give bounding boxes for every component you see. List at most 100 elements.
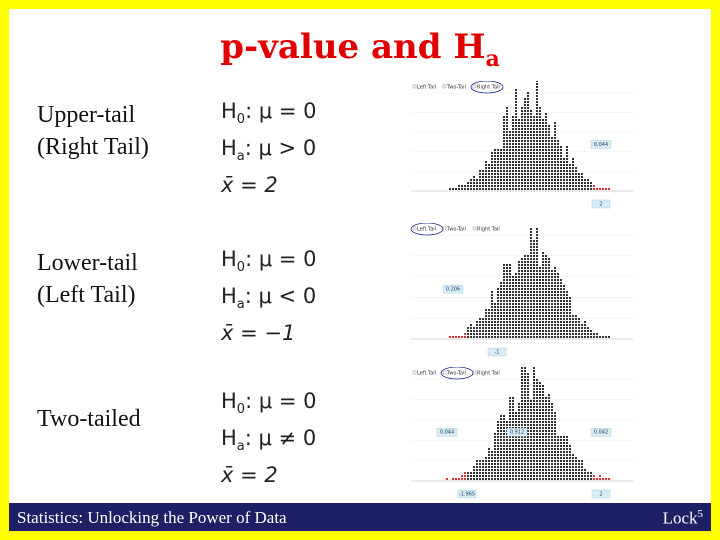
dot bbox=[560, 155, 562, 157]
dot bbox=[551, 146, 553, 148]
dot bbox=[551, 406, 553, 408]
dot bbox=[467, 327, 469, 329]
dot bbox=[521, 122, 523, 124]
dot bbox=[536, 152, 538, 154]
dot bbox=[578, 336, 580, 338]
dot bbox=[542, 140, 544, 142]
dot bbox=[533, 267, 535, 269]
dot bbox=[554, 152, 556, 154]
dot bbox=[536, 454, 538, 456]
dot bbox=[485, 457, 487, 459]
dot bbox=[533, 388, 535, 390]
dot bbox=[500, 179, 502, 181]
dot bbox=[527, 182, 529, 184]
h0-sub: 0 bbox=[236, 260, 246, 276]
dot bbox=[539, 472, 541, 474]
dot bbox=[527, 379, 529, 381]
dot bbox=[566, 324, 568, 326]
dot bbox=[572, 333, 574, 335]
dot bbox=[488, 472, 490, 474]
dot bbox=[500, 460, 502, 462]
dot bbox=[506, 125, 508, 127]
dot bbox=[587, 472, 589, 474]
dot bbox=[536, 185, 538, 187]
dot bbox=[458, 185, 460, 187]
dot bbox=[515, 176, 517, 178]
dot bbox=[560, 324, 562, 326]
tab-label: Right Tail bbox=[477, 371, 500, 377]
dot bbox=[593, 333, 595, 335]
dot bbox=[530, 321, 532, 323]
dot bbox=[572, 327, 574, 329]
dot bbox=[497, 318, 499, 320]
dot bbox=[497, 309, 499, 311]
dot bbox=[491, 176, 493, 178]
tab-circle bbox=[440, 367, 474, 380]
dot bbox=[512, 406, 514, 408]
dot bbox=[509, 282, 511, 284]
dot bbox=[545, 469, 547, 471]
dot bbox=[539, 321, 541, 323]
dot bbox=[536, 125, 538, 127]
dot bbox=[536, 170, 538, 172]
dot bbox=[524, 460, 526, 462]
dot bbox=[566, 454, 568, 456]
dot bbox=[527, 330, 529, 332]
dot bbox=[575, 179, 577, 181]
dot bbox=[569, 297, 571, 299]
dot bbox=[530, 318, 532, 320]
dot bbox=[569, 321, 571, 323]
dot bbox=[530, 116, 532, 118]
dot bbox=[569, 312, 571, 314]
dot bbox=[545, 167, 547, 169]
dot bbox=[545, 324, 547, 326]
dot bbox=[521, 131, 523, 133]
dot bbox=[512, 466, 514, 468]
dot bbox=[497, 306, 499, 308]
dot bbox=[536, 276, 538, 278]
dot bbox=[542, 312, 544, 314]
dot bbox=[509, 436, 511, 438]
dot bbox=[503, 161, 505, 163]
dot bbox=[584, 336, 586, 338]
dot bbox=[512, 161, 514, 163]
dot bbox=[512, 291, 514, 293]
dot bbox=[527, 291, 529, 293]
dot bbox=[557, 306, 559, 308]
dot bbox=[548, 182, 550, 184]
dot bbox=[536, 445, 538, 447]
dot bbox=[533, 258, 535, 260]
dot bbox=[524, 445, 526, 447]
dot bbox=[551, 185, 553, 187]
dot bbox=[512, 475, 514, 477]
dot bbox=[518, 188, 520, 190]
dot bbox=[557, 445, 559, 447]
dot bbox=[599, 336, 601, 338]
dot bbox=[518, 282, 520, 284]
h0-symbol: H bbox=[221, 247, 237, 271]
dot bbox=[560, 288, 562, 290]
tab-label: Two-Tail bbox=[446, 85, 466, 91]
dot bbox=[536, 379, 538, 381]
dot bbox=[539, 128, 541, 130]
dot bbox=[536, 146, 538, 148]
dot bbox=[497, 421, 499, 423]
dot bbox=[569, 451, 571, 453]
dot bbox=[494, 439, 496, 441]
dot bbox=[488, 466, 490, 468]
dot bbox=[575, 475, 577, 477]
dot bbox=[548, 140, 550, 142]
dot bbox=[521, 439, 523, 441]
dot bbox=[449, 336, 451, 338]
dot bbox=[533, 249, 535, 251]
dot bbox=[536, 439, 538, 441]
dot bbox=[554, 472, 556, 474]
dot bbox=[539, 327, 541, 329]
dot bbox=[554, 430, 556, 432]
dot bbox=[563, 315, 565, 317]
dot bbox=[509, 324, 511, 326]
dot bbox=[503, 146, 505, 148]
dot bbox=[557, 146, 559, 148]
dot bbox=[500, 469, 502, 471]
dot bbox=[545, 463, 547, 465]
